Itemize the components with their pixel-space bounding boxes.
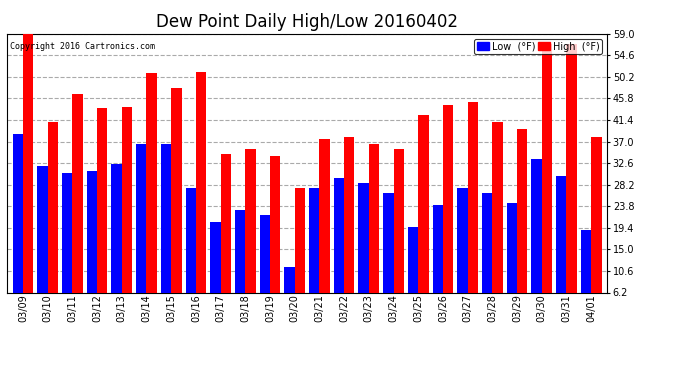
Bar (309, 188, 319, 323)
Bar (37, 166, 48, 323)
Bar (12, 134, 23, 323)
Bar (556, 176, 566, 323)
Bar (482, 193, 493, 323)
Bar (259, 215, 270, 323)
Bar (171, 88, 181, 323)
Text: Copyright 2016 Cartronics.com: Copyright 2016 Cartronics.com (10, 42, 155, 51)
Bar (196, 72, 206, 323)
Bar (270, 156, 280, 323)
Bar (418, 115, 428, 323)
Bar (295, 188, 305, 323)
Bar (566, 44, 577, 323)
Bar (111, 164, 121, 323)
Bar (221, 154, 231, 323)
Bar (393, 149, 404, 323)
Bar (383, 193, 393, 323)
Bar (506, 203, 517, 323)
Bar (146, 73, 157, 323)
Bar (369, 144, 380, 323)
Bar (591, 136, 602, 323)
Bar (358, 183, 369, 323)
Title: Dew Point Daily High/Low 20160402: Dew Point Daily High/Low 20160402 (156, 13, 458, 31)
Bar (443, 105, 453, 323)
Bar (319, 139, 330, 323)
Bar (87, 171, 97, 323)
Bar (433, 205, 443, 323)
Bar (72, 93, 83, 323)
Bar (62, 173, 72, 323)
Bar (23, 34, 33, 323)
Bar (542, 44, 552, 323)
Bar (245, 149, 256, 323)
Bar (581, 230, 591, 323)
Bar (121, 107, 132, 323)
Bar (334, 178, 344, 323)
Bar (457, 188, 468, 323)
Bar (48, 122, 58, 323)
Bar (97, 108, 108, 323)
Bar (531, 159, 542, 323)
Bar (136, 144, 146, 323)
Bar (517, 129, 527, 323)
Bar (235, 210, 245, 323)
Legend: Low  (°F), High  (°F): Low (°F), High (°F) (474, 39, 602, 54)
Bar (186, 188, 196, 323)
Bar (284, 267, 295, 323)
Bar (468, 102, 478, 323)
Bar (161, 144, 171, 323)
Bar (408, 227, 418, 323)
Bar (210, 222, 221, 323)
Bar (344, 136, 355, 323)
Bar (493, 122, 503, 323)
